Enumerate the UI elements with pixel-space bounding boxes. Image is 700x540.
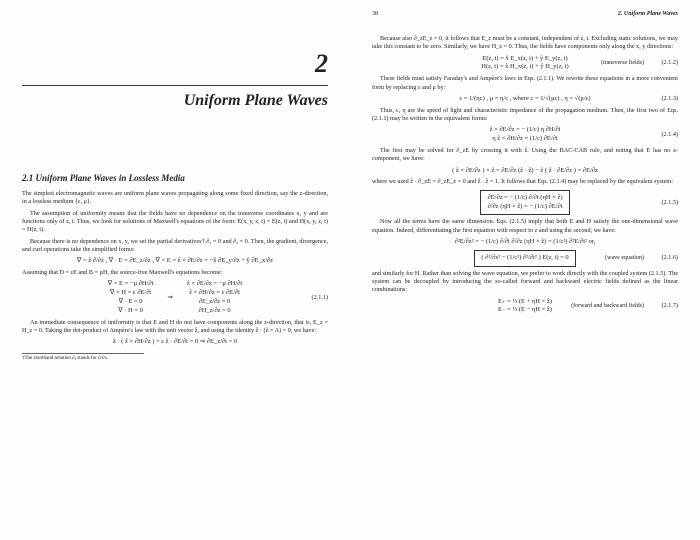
equation-block: ẑ × ∂E/∂z = − (1/c) η ∂H/∂t η ẑ × ∂H/∂z … bbox=[372, 126, 678, 144]
boxed-equation: ( ∂²/∂z² − (1/c²) ∂²/∂t² ) E(z, t) = 0 bbox=[474, 250, 575, 267]
equation: ∇ × H = ε ∂E/∂t bbox=[108, 289, 154, 298]
equation: ∂²E/∂z² = − (1/c) ∂/∂t ∂/∂z (ηH × ẑ) = (… bbox=[372, 238, 678, 247]
para: An immediate consequence of uniformity i… bbox=[22, 319, 328, 336]
para: The assumption of uniformity means that … bbox=[22, 210, 328, 235]
equation-block: ( ∂²/∂z² − (1/c²) ∂²/∂t² ) E(z, t) = 0 (… bbox=[372, 250, 678, 267]
page-number: 38 bbox=[372, 10, 378, 18]
equation: ∇ × E = −μ ∂H/∂t bbox=[108, 280, 154, 289]
para: Assuming that D = εE and B = μH, the sou… bbox=[22, 269, 328, 277]
equation-block: ∂E/∂z = − (1/c) ∂/∂t (ηH × ẑ) ∂/∂z (ηH ×… bbox=[372, 190, 678, 216]
para: Because there is no dependence on x, y, … bbox=[22, 238, 328, 255]
footnote: †The shorthand notation ∂ₓ stands for ∂/… bbox=[22, 353, 144, 363]
equation-label: (wave equation) bbox=[605, 254, 644, 262]
equation-number: (2.1.4) bbox=[662, 131, 679, 139]
equation: ẑ × ∂H/∂z = ε ∂E/∂t bbox=[187, 289, 242, 298]
equation-number: (2.1.2) bbox=[662, 59, 679, 67]
equation-block: ∇ × E = −μ ∂H/∂t ∇ × H = ε ∂E/∂t ∇ · E =… bbox=[22, 280, 328, 315]
para: Now all the terms have the same dimensio… bbox=[372, 218, 678, 235]
equation-number: (2.1.7) bbox=[662, 302, 679, 310]
equation: ẑ × ∂E/∂z = −μ ∂H/∂t bbox=[187, 280, 242, 289]
page-right: 38 2. Uniform Plane Waves Because also ∂… bbox=[350, 0, 700, 540]
running-head: 2. Uniform Plane Waves bbox=[618, 10, 678, 18]
arrow: ⇒ bbox=[167, 294, 172, 303]
rule-top bbox=[22, 85, 328, 86]
equation-label: (transverse fields) bbox=[601, 59, 644, 67]
boxed-equation: ∂E/∂z = − (1/c) ∂/∂t (ηH × ẑ) ∂/∂z (ηH ×… bbox=[480, 190, 569, 216]
para: These fields must satisfy Faraday's and … bbox=[372, 75, 678, 92]
para: Because also ∂_zE_z = 0, it follows that… bbox=[372, 35, 678, 52]
equation-number: (2.1.3) bbox=[662, 95, 679, 103]
equation: ∇ · E = 0 bbox=[108, 298, 154, 307]
equation: ∇ · H = 0 bbox=[108, 307, 154, 316]
section-title: 2.1 Uniform Plane Waves in Lossless Medi… bbox=[22, 172, 328, 184]
equation: ε = 1/(ηc) , μ = η/c , where c = 1/√(με)… bbox=[372, 95, 678, 104]
spacer bbox=[372, 18, 678, 32]
page-left: 2 Uniform Plane Waves 2.1 Uniform Plane … bbox=[0, 0, 350, 540]
equation: ∂E_z/∂z = 0 bbox=[187, 298, 242, 307]
eq-right-col: ẑ × ∂E/∂z = −μ ∂H/∂t ẑ × ∂H/∂z = ε ∂E/∂t… bbox=[187, 280, 242, 315]
equation: ẑ × ∂E/∂z = − (1/c) η ∂H/∂t bbox=[372, 126, 678, 135]
equation-number: (2.1.6) bbox=[662, 254, 679, 262]
equation-block: E(z, t) = x̂ E_x(z, t) + ŷ E_y(z, t) H(z… bbox=[372, 55, 678, 73]
equation-text: ε = 1/(ηc) , μ = η/c , where c = 1/√(με)… bbox=[459, 95, 590, 102]
equation: ∂E/∂z = − (1/c) ∂/∂t (ηH × ẑ) bbox=[487, 194, 562, 203]
equation: ∇ = ẑ ∂/∂z , ∇ · E = ∂E_z/∂z , ∇ × E = ẑ… bbox=[22, 257, 328, 266]
chapter-title: Uniform Plane Waves bbox=[22, 90, 328, 112]
para: and similarly for H. Rather than solving… bbox=[372, 270, 678, 295]
equation-label: (forward and backward fields) bbox=[571, 302, 644, 310]
para: The first may be solved for ∂_zE by cros… bbox=[372, 147, 678, 164]
equation: ẑ · ( ẑ × ∂H/∂z ) = ε ẑ · ∂E/∂t = 0 ⇒ ∂E… bbox=[22, 338, 328, 347]
equation-block: E₊ = ½ (E + ηH × ẑ) E₋ = ½ (E − ηH × ẑ) … bbox=[372, 298, 678, 316]
equation: ∂/∂z (ηH × ẑ) = − (1/c) ∂E/∂t bbox=[487, 203, 562, 212]
equation: ∂H_z/∂z = 0 bbox=[187, 307, 242, 316]
eq-left-col: ∇ × E = −μ ∂H/∂t ∇ × H = ε ∂E/∂t ∇ · E =… bbox=[108, 280, 154, 315]
para: The simplest electromagnetic waves are u… bbox=[22, 190, 328, 207]
equation-number: (2.1.1) bbox=[312, 294, 329, 302]
equation: ( ẑ × ∂E/∂z ) × ẑ = ∂E/∂z (ẑ · ẑ) − ẑ ( … bbox=[372, 167, 678, 176]
chapter-number: 2 bbox=[22, 46, 328, 81]
para: Thus, c, η are the speed of light and ch… bbox=[372, 107, 678, 124]
para: where we used ẑ · ∂_zE = ∂_zE_z = 0 and … bbox=[372, 178, 678, 186]
equation: η ẑ × ∂H/∂z = (1/c) ∂E/∂t bbox=[372, 135, 678, 144]
equation-number: (2.1.5) bbox=[662, 198, 679, 206]
